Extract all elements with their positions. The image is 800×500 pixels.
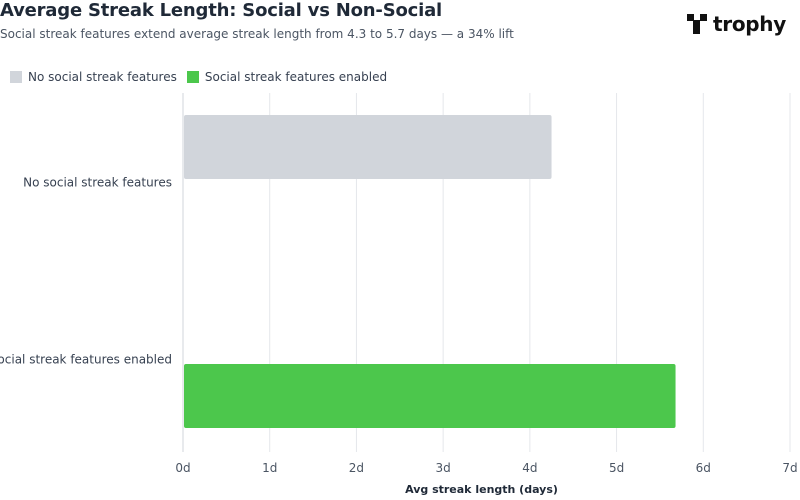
y-category-label: No social streak features: [23, 176, 172, 190]
legend-item-non-social[interactable]: No social streak features: [10, 70, 177, 84]
x-tick-label: 3d: [436, 461, 451, 475]
legend-swatch-social: [186, 71, 199, 83]
brand-name: trophy: [713, 12, 786, 36]
x-tick-label: 0d: [175, 461, 190, 475]
bar-social: [184, 364, 676, 428]
chart-legend: No social streak features Social streak …: [10, 70, 387, 84]
legend-swatch-non-social: [10, 71, 22, 83]
legend-item-social[interactable]: Social streak features enabled: [186, 70, 388, 84]
trophy-logo-icon: [687, 14, 708, 34]
bar-no-social: [184, 115, 552, 179]
y-category-label: Social streak features enabled: [0, 353, 172, 367]
x-tick-label: 1d: [262, 461, 277, 475]
x-tick-label: 6d: [696, 461, 711, 475]
legend-label-non-social: No social streak features: [28, 70, 177, 84]
brand-logo: trophy: [687, 12, 786, 36]
x-axis-title: Avg streak length (days): [405, 483, 558, 496]
chart-title: Average Streak Length: Social vs Non-Soc…: [0, 0, 442, 21]
chart-subtitle: Social streak features extend average st…: [0, 27, 514, 41]
x-tick-label: 5d: [609, 461, 624, 475]
x-tick-label: 4d: [522, 461, 537, 475]
x-tick-label: 7d: [782, 461, 797, 475]
x-tick-label: 2d: [349, 461, 364, 475]
legend-label-social: Social streak features enabled: [204, 70, 388, 84]
